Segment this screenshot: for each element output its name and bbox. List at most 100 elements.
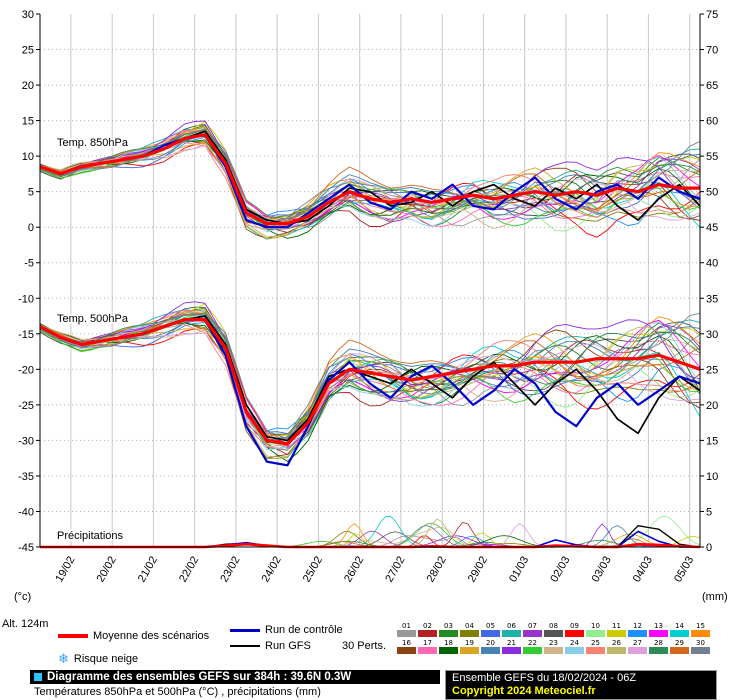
ensemble-member-key: 03 [438,622,459,637]
member-number: 27 [633,639,642,647]
member-number: 21 [507,639,516,647]
member-number: 06 [507,622,516,630]
right-axis-label: 10 [706,471,718,483]
right-axis-label: 15 [706,435,718,447]
member-number: 28 [654,639,663,647]
date-label: 05/03 [672,555,696,585]
left-axis-label: 30 [22,9,34,21]
panel-label: Précipitations [57,530,124,542]
member-color-swatch [523,630,542,637]
ensemble-member-key: 27 [627,639,648,654]
left-axis-label: 5 [28,187,34,199]
member-number: 05 [486,622,495,630]
member-color-swatch [607,647,626,654]
member-color-swatch [481,630,500,637]
date-label: 24/02 [260,555,284,585]
right-axis-label: 50 [706,187,718,199]
ensemble-member-key: 10 [585,622,606,637]
ensemble-member-key: 24 [564,639,585,654]
ensemble-member-key: 26 [606,639,627,654]
ensemble-member-850-line [39,129,701,224]
legend-control: Run de contrôle [230,624,343,636]
member-color-swatch [565,630,584,637]
member-color-swatch [649,647,668,654]
ensemble-member-key: 20 [480,639,501,654]
date-label: 23/02 [218,555,242,585]
ensemble-member-key: 05 [480,622,501,637]
right-axis-label: 75 [706,9,718,21]
chart-title-bar: Diagramme des ensembles GEFS sur 384h : … [30,670,440,684]
member-color-swatch [502,630,521,637]
left-axis-label: -30 [18,435,34,447]
legend-gfs: Run GFS [230,640,311,652]
ensemble-legend-row: 16 17 18 19 20 21 22 23 24 25 26 27 28 29 30 [396,639,716,654]
member-color-swatch [460,630,479,637]
right-axis-label: 65 [706,80,718,92]
member-color-swatch [565,647,584,654]
snowflake-icon: ❄ [58,651,69,666]
member-color-swatch [397,630,416,637]
member-number: 29 [675,639,684,647]
run-info: Ensemble GEFS du 18/02/2024 - 06Z [452,672,637,684]
left-axis-label: 0 [28,222,34,234]
ensemble-member-key: 23 [543,639,564,654]
ensemble-member-key: 30 [690,639,711,654]
member-number: 18 [444,639,453,647]
member-number: 14 [675,622,684,630]
legend-mean-label: Moyenne des scénarios [93,630,210,642]
info-icon [34,673,42,681]
ensemble-member-850-line [39,129,701,225]
member-number: 12 [633,622,642,630]
legend-perts-count: 30 Perts. [342,640,386,652]
member-number: 03 [444,622,453,630]
member-color-swatch [691,647,710,654]
legend-snow-risk: ❄ Risque neige [58,652,138,665]
ensemble-member-precip-line [40,518,700,548]
member-color-swatch [628,647,647,654]
right-axis-label: 55 [706,151,718,163]
member-color-swatch [418,647,437,654]
member-number: 10 [591,622,600,630]
left-axis-label: -40 [18,506,34,518]
ensemble-member-key: 02 [417,622,438,637]
member-color-swatch [439,630,458,637]
right-axis-label: 40 [706,258,718,270]
member-color-swatch [670,647,689,654]
member-number: 30 [696,639,705,647]
member-number: 02 [423,622,432,630]
left-axis-label: 10 [22,151,34,163]
member-number: 17 [423,639,432,647]
ensemble-member-500-line [39,311,701,445]
right-axis-label: 35 [706,293,718,305]
ensemble-member-key: 13 [648,622,669,637]
ensemble-member-500-line [39,301,701,443]
left-axis-label: 25 [22,45,34,57]
ensemble-member-500-line [39,327,701,443]
ensemble-member-850-line [39,129,701,238]
control-line-swatch [230,628,260,632]
right-axis-label: 5 [706,506,712,518]
ensemble-member-500-line [39,313,701,441]
ensemble-member-key: 07 [522,622,543,637]
member-number: 19 [465,639,474,647]
member-number: 22 [528,639,537,647]
member-number: 23 [549,639,558,647]
ensemble-member-500-line [39,311,701,458]
date-label: 27/02 [383,555,407,585]
ensemble-member-850-line [39,131,701,227]
ensemble-member-key: 09 [564,622,585,637]
left-axis-label: -20 [18,364,34,376]
member-color-swatch [481,647,500,654]
legend-gfs-label: Run GFS [265,640,311,652]
snow-risk-label: Risque neige [73,652,139,665]
ensemble-member-key: 12 [627,622,648,637]
ensemble-legend-row: 01 02 03 04 05 06 07 08 09 10 11 12 13 14 15 [396,622,716,637]
ensemble-member-key: 15 [690,622,711,637]
right-axis-label: 45 [706,222,718,234]
ensemble-member-key: 01 [396,622,417,637]
member-number: 04 [465,622,474,630]
ensemble-member-500-line [39,323,701,448]
member-color-swatch [544,630,563,637]
member-color-swatch [628,630,647,637]
